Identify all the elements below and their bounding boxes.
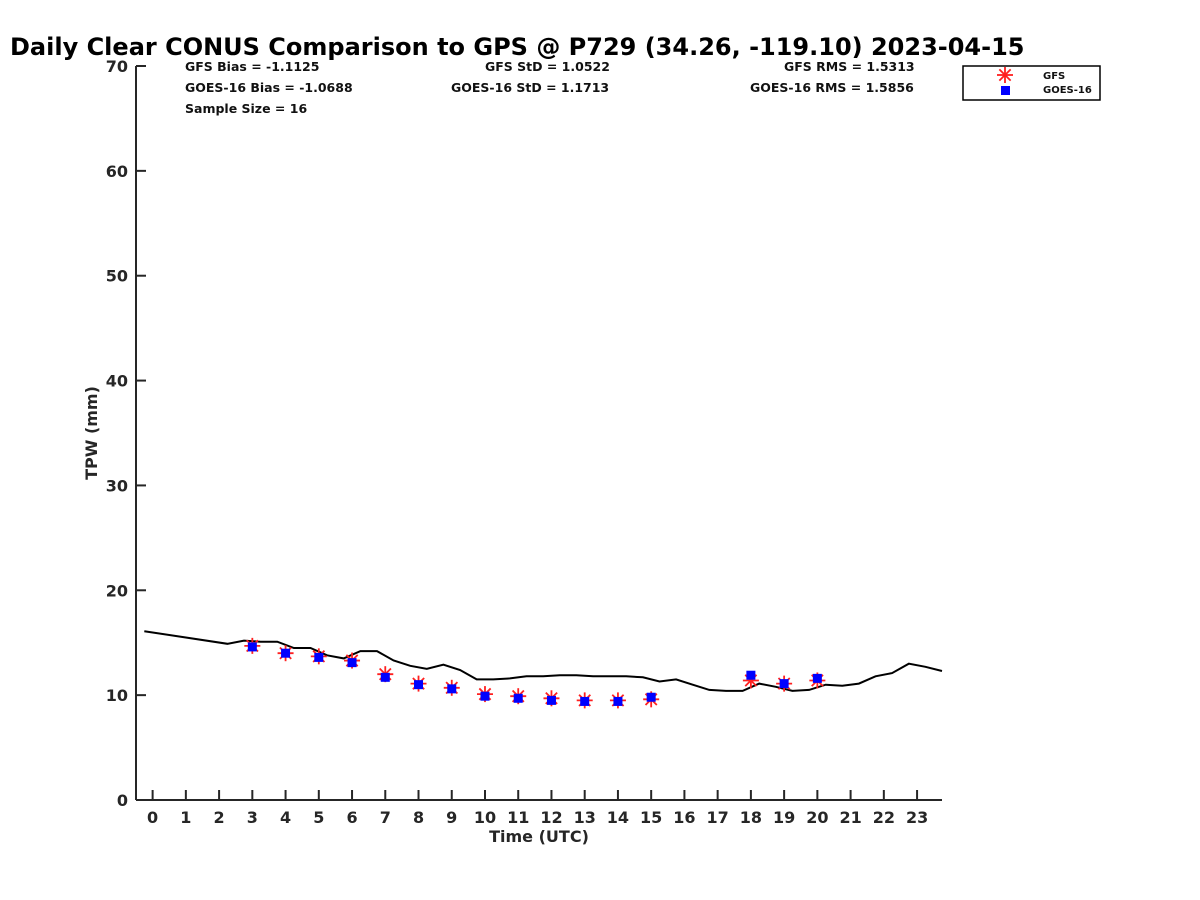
goes16-point: [447, 684, 457, 694]
gfs-series: [244, 637, 826, 709]
x-axis-ticks: 0 1 2 3 4 5 6 7 8 9 10 11 12 13 14 15 16 17 18 19 20 21 22 23: [147, 790, 928, 827]
y-axis-ticks: 0 10 20 30 40 50 60 70: [106, 57, 146, 810]
goes16-point: [347, 658, 357, 668]
stat-gfs-rms: GFS RMS = 1.5313: [784, 59, 915, 74]
x-tick-label: 14: [607, 808, 629, 827]
goes16-point: [314, 652, 324, 662]
legend-goes16-marker: [1001, 86, 1010, 95]
y-tick-label: 40: [106, 372, 128, 391]
x-tick-label: 0: [147, 808, 158, 827]
x-tick-label: 19: [773, 808, 795, 827]
goes16-point: [613, 696, 623, 706]
y-tick-label: 50: [106, 267, 128, 286]
legend-goes16-label: GOES-16: [1043, 85, 1092, 96]
x-tick-label: 2: [214, 808, 225, 827]
x-tick-label: 3: [247, 808, 258, 827]
goes16-point: [247, 642, 257, 652]
x-tick-label: 11: [507, 808, 529, 827]
x-tick-label: 17: [707, 808, 729, 827]
y-tick-label: 60: [106, 162, 128, 181]
x-tick-label: 12: [540, 808, 562, 827]
x-tick-label: 6: [346, 808, 357, 827]
goes16-point: [779, 679, 789, 689]
x-tick-label: 13: [574, 808, 596, 827]
goes16-point: [380, 672, 390, 682]
x-tick-label: 22: [873, 808, 895, 827]
goes16-point: [812, 673, 822, 683]
x-tick-label: 16: [673, 808, 695, 827]
x-tick-label: 7: [380, 808, 391, 827]
x-tick-label: 4: [280, 808, 291, 827]
x-tick-label: 1: [180, 808, 191, 827]
stat-gfs-std: GFS StD = 1.0522: [485, 59, 610, 74]
chart-title: Daily Clear CONUS Comparison to GPS @ P7…: [10, 33, 1024, 61]
x-axis-label: Time (UTC): [489, 827, 589, 846]
legend-gfs-marker: [997, 67, 1013, 83]
asterisk-stroke: [998, 68, 1012, 82]
x-tick-label: 10: [474, 808, 496, 827]
y-tick-label: 0: [117, 791, 128, 810]
x-tick-label: 18: [740, 808, 762, 827]
y-tick-label: 20: [106, 581, 128, 600]
y-tick-label: 10: [106, 686, 128, 705]
legend-box: [962, 65, 1101, 101]
x-tick-label: 8: [413, 808, 424, 827]
stat-goes-rms: GOES-16 RMS = 1.5856: [750, 80, 914, 95]
legend-gfs-label: GFS: [1043, 71, 1065, 82]
y-axis-label: TPW (mm): [82, 386, 101, 480]
goes16-point: [580, 696, 590, 706]
stat-gfs-bias: GFS Bias = -1.1125: [185, 59, 319, 74]
legend: GFS GOES-16: [962, 65, 1101, 101]
y-tick-label: 30: [106, 476, 128, 495]
goes16-point: [414, 680, 424, 690]
x-tick-label: 20: [806, 808, 828, 827]
goes16-series: [247, 642, 822, 706]
goes16-point: [746, 670, 756, 680]
stat-goes-std: GOES-16 StD = 1.1713: [451, 80, 609, 95]
goes16-point: [480, 691, 490, 701]
stat-sample-size: Sample Size = 16: [185, 101, 307, 116]
legend-gfs-asterisk: [997, 67, 1013, 83]
goes16-point: [513, 693, 523, 703]
axes: [135, 66, 942, 801]
legend-goes16-square: [1001, 86, 1010, 95]
goes16-point: [546, 695, 556, 705]
gps-line: [144, 630, 943, 692]
stat-goes-bias: GOES-16 Bias = -1.0688: [185, 80, 353, 95]
gps-line-series: [144, 630, 943, 692]
x-tick-label: 23: [906, 808, 928, 827]
stats-block: GFS Bias = -1.1125 GFS StD = 1.0522 GFS …: [185, 59, 915, 116]
x-tick-label: 21: [839, 808, 861, 827]
goes16-point: [646, 692, 656, 702]
y-tick-label: 70: [106, 57, 128, 76]
x-tick-label: 9: [446, 808, 457, 827]
goes16-point: [281, 648, 291, 658]
x-tick-label: 5: [313, 808, 324, 827]
x-tick-label: 15: [640, 808, 662, 827]
